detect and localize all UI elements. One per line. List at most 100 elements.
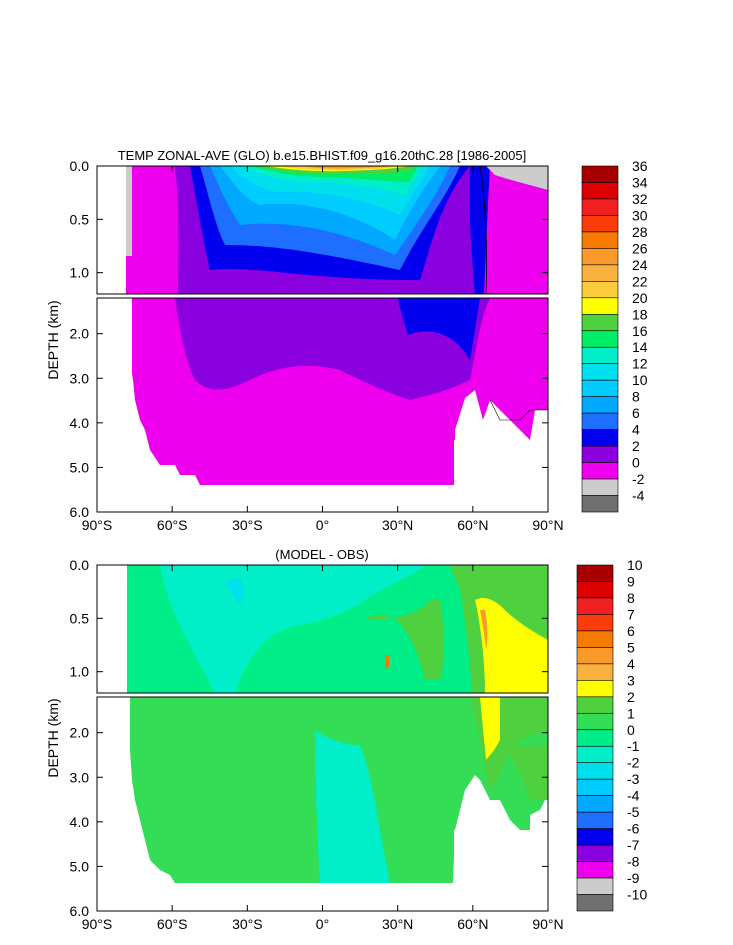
colorbar-swatch — [581, 330, 619, 348]
colorbar-label: -2 — [627, 755, 640, 771]
colorbar-swatch — [581, 198, 619, 216]
colorbar-swatch — [581, 396, 619, 414]
colorbar-label: 26 — [632, 240, 648, 256]
colorbar-swatch — [576, 828, 614, 846]
y-tick-label: 6.0 — [70, 903, 90, 919]
colorbar-swatch — [581, 248, 619, 266]
colorbar-swatch — [581, 363, 619, 381]
y-tick-label: 3.0 — [70, 769, 90, 785]
colorbar-label: 6 — [627, 623, 635, 639]
colorbar-label: -5 — [627, 804, 640, 820]
panel-2: (MODEL - OBS) DEPTH (km) 90°S 60°S 30°S 0 — [45, 547, 647, 932]
panel-1-upper-field — [97, 166, 548, 294]
panel-1-lower-field — [97, 298, 548, 512]
colorbar-label: 12 — [632, 356, 648, 372]
colorbar-label: 14 — [632, 339, 648, 355]
colorbar-swatch — [576, 811, 614, 829]
colorbar-swatch — [581, 281, 619, 299]
colorbar-swatch — [576, 614, 614, 632]
colorbar-swatch — [576, 696, 614, 714]
y-tick-label: 6.0 — [70, 504, 90, 520]
x-tick-label: 60°N — [457, 916, 488, 932]
colorbar-label: 18 — [632, 306, 648, 322]
colorbar-swatch — [581, 165, 619, 183]
x-tick-label: 90°N — [532, 517, 563, 533]
panel-1: TEMP ZONAL-AVE (GLO) b.e15.BHIST.f09_g16… — [45, 148, 648, 533]
panel-2-ylabel: DEPTH (km) — [45, 698, 61, 777]
colorbar-label: -8 — [627, 854, 640, 870]
colorbar-label: 4 — [627, 656, 635, 672]
colorbar-label: -3 — [627, 771, 640, 787]
colorbar-swatch — [581, 445, 619, 463]
colorbar-swatch — [576, 663, 614, 681]
colorbar-swatch — [576, 647, 614, 665]
colorbar-label: 3 — [627, 672, 635, 688]
colorbar-swatch — [581, 182, 619, 200]
y-tick-label: 2.0 — [70, 725, 90, 741]
y-tick-label: 0.0 — [70, 158, 90, 174]
colorbar-label: -1 — [627, 738, 640, 754]
panel-2-lower-field — [97, 697, 548, 911]
colorbar-swatch — [576, 795, 614, 813]
y-tick-label: 0.5 — [70, 211, 90, 227]
colorbar-swatch — [581, 462, 619, 480]
colorbar-label: 4 — [632, 422, 640, 438]
colorbar-label: 10 — [627, 557, 643, 573]
x-tick-label: 60°N — [457, 517, 488, 533]
colorbar-label: 36 — [632, 158, 648, 174]
x-tick-label: 60°S — [157, 916, 188, 932]
x-tick-label: 0° — [316, 517, 329, 533]
colorbar-label: 7 — [627, 606, 635, 622]
panel-2-y-axis: 0.0 0.5 1.0 2.0 3.0 4.0 5.0 6.0 — [70, 557, 548, 919]
y-tick-label: 1.0 — [70, 664, 90, 680]
x-tick-label: 30°S — [232, 916, 263, 932]
colorbar-swatch — [581, 215, 619, 233]
colorbar-label: 24 — [632, 257, 648, 273]
colorbar-swatch — [576, 581, 614, 599]
colorbar-label: 16 — [632, 323, 648, 339]
colorbar-swatch — [581, 478, 619, 496]
x-tick-label: 60°S — [157, 517, 188, 533]
panel-1-title: TEMP ZONAL-AVE (GLO) b.e15.BHIST.f09_g16… — [118, 148, 527, 163]
y-tick-label: 0.0 — [70, 557, 90, 573]
x-tick-label: 90°S — [82, 916, 113, 932]
colorbar-swatch — [576, 745, 614, 764]
panel-1-x-axis: 90°S 60°S 30°S 0° 30°N 60°N 90°N — [82, 166, 564, 533]
colorbar-swatch — [581, 231, 619, 249]
colorbar-swatch — [576, 597, 614, 615]
colorbar-label: -10 — [627, 887, 647, 903]
colorbar-swatch — [576, 564, 614, 582]
colorbar-label: 2 — [632, 438, 640, 454]
colorbar-swatch — [581, 313, 619, 332]
colorbar-swatch — [576, 630, 614, 648]
colorbar-swatch — [581, 379, 619, 397]
y-tick-label: 0.5 — [70, 610, 90, 626]
colorbar-swatch — [581, 346, 619, 365]
colorbar-label: -9 — [627, 870, 640, 886]
colorbar-label: 8 — [632, 389, 640, 405]
colorbar-label: 9 — [627, 573, 635, 589]
y-tick-label: 1.0 — [70, 265, 90, 281]
panel-2-title: (MODEL - OBS) — [275, 547, 368, 562]
y-tick-label: 5.0 — [70, 858, 90, 874]
colorbar-swatch — [581, 297, 619, 315]
x-tick-label: 90°N — [532, 916, 563, 932]
colorbar-swatch — [576, 894, 614, 912]
colorbar-label: 20 — [632, 290, 648, 306]
colorbar-swatch — [576, 680, 614, 698]
y-tick-label: 2.0 — [70, 326, 90, 342]
colorbar-swatch — [576, 877, 614, 895]
colorbar-swatch — [581, 429, 619, 447]
x-tick-label: 0° — [316, 916, 329, 932]
colorbar-label: 32 — [632, 191, 648, 207]
colorbar-swatch — [576, 844, 614, 862]
colorbar-swatch — [576, 778, 614, 796]
colorbar-swatch — [576, 729, 614, 747]
y-tick-label: 5.0 — [70, 459, 90, 475]
colorbar-label: 1 — [627, 705, 635, 721]
panel-1-y-axis: 0.0 0.5 1.0 2.0 3.0 4.0 5.0 6.0 — [70, 158, 548, 520]
x-tick-label: 30°N — [382, 916, 413, 932]
panel-2-upper-field — [97, 565, 548, 693]
